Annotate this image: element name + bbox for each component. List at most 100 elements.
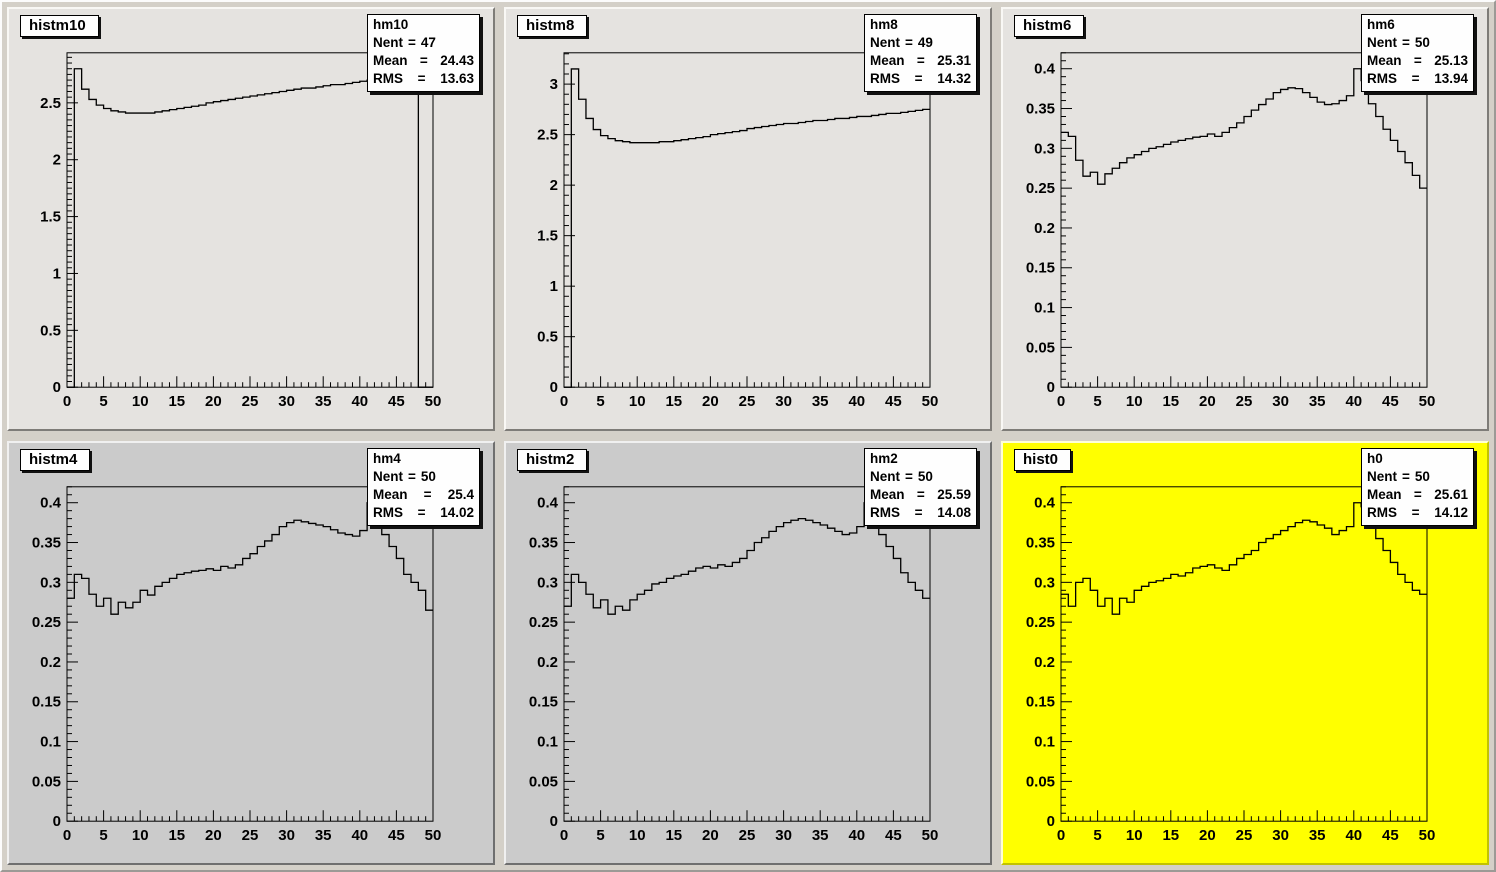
x-tick-label: 0 (560, 393, 568, 410)
x-tick-label: 40 (848, 827, 865, 844)
plot-frame (66, 52, 434, 388)
x-tick-label: 0 (560, 827, 568, 844)
plot-frame (1060, 486, 1428, 822)
equals-sign: = (417, 505, 426, 520)
y-axis: 0 0.05 0.1 0.15 0.2 0.25 0.3 0.35 0.4 (32, 486, 78, 830)
stats-mean-row: Mean = 24.43 (373, 52, 474, 70)
stats-box[interactable]: h0 Nent = 50 Mean = 25.61 RMS = 14.12 (1361, 448, 1474, 526)
y-tick-label: 2 (550, 177, 558, 194)
stats-hist-name: h0 (1367, 451, 1383, 466)
pad-histm6[interactable]: 0 5 10 15 20 25 30 35 40 45 50 0 0.05 0.1 0.15 0.2 0.25 0… (1001, 7, 1489, 431)
x-tick-label: 50 (425, 827, 442, 844)
stats-box[interactable]: hm10 Nent = 47 Mean = 24.43 RMS = 13.63 (367, 14, 480, 92)
x-tick-label: 15 (1162, 827, 1179, 844)
x-tick-label: 30 (1272, 393, 1289, 410)
plot-frame (1060, 52, 1428, 388)
stats-rms-label: RMS (373, 505, 403, 520)
equals-sign: = (423, 487, 432, 502)
x-tick-label: 40 (1345, 827, 1362, 844)
stats-mean-label: Mean (373, 487, 408, 502)
stats-rms-value: 13.94 (1434, 71, 1468, 86)
x-tick-label: 25 (242, 393, 259, 410)
y-tick-label: 1.5 (537, 228, 558, 245)
stats-mean-value: 24.43 (440, 53, 474, 68)
y-tick-label: 0.35 (1026, 101, 1055, 118)
equals-sign: = (1413, 487, 1422, 502)
y-tick-label: 0.4 (1034, 61, 1056, 78)
x-tick-label: 10 (1126, 393, 1143, 410)
y-tick-label: 0.15 (529, 694, 558, 711)
x-axis: 0 5 10 15 20 25 30 35 40 45 50 (560, 376, 938, 410)
histogram-line[interactable] (67, 68, 433, 388)
stats-box[interactable]: hm8 Nent = 49 Mean = 25.31 RMS = 14.32 (864, 14, 977, 92)
y-tick-label: 0.1 (40, 734, 61, 751)
pad-histm8[interactable]: 0 5 10 15 20 25 30 35 40 45 50 0 0.5 1 1.5 2 2.5 3 histm8… (504, 7, 992, 431)
stats-entries-label: Nent (373, 35, 403, 50)
x-tick-label: 15 (1162, 393, 1179, 410)
y-tick-label: 0.3 (537, 574, 558, 591)
x-tick-label: 50 (425, 393, 442, 410)
stats-hist-name: hm6 (1367, 17, 1395, 32)
y-tick-label: 0 (1047, 813, 1055, 830)
stats-box[interactable]: hm4 Nent = 50 Mean = 25.4 RMS = 14.02 (367, 448, 480, 526)
x-tick-label: 50 (1419, 393, 1436, 410)
y-tick-label: 0.3 (1034, 574, 1055, 591)
y-tick-label: 0.15 (1026, 260, 1055, 277)
stats-mean-row: Mean = 25.61 (1367, 486, 1468, 504)
pad-histm2[interactable]: 0 5 10 15 20 25 30 35 40 45 50 0 0.05 0.1 0.15 0.2 0.25 0… (504, 441, 992, 865)
equals-sign: = (1402, 469, 1410, 484)
y-tick-label: 0.5 (40, 322, 61, 339)
pad-title-box[interactable]: hist0 (1014, 449, 1072, 471)
x-tick-label: 50 (1419, 827, 1436, 844)
plot-area[interactable]: 0 5 10 15 20 25 30 35 40 45 5000.050.10.150.20.250… (9, 443, 493, 863)
y-tick-label: 1 (550, 278, 558, 295)
y-axis: 0 0.05 0.1 0.15 0.2 0.25 0.3 0.35 0.4 (1026, 486, 1072, 830)
y-tick-label: 2 (53, 152, 61, 169)
pad-title-box[interactable]: histm6 (1014, 15, 1085, 37)
equals-sign: = (1413, 53, 1422, 68)
plot-area[interactable]: 0 5 10 15 20 25 30 35 40 45 5000.050.10.150.20.250… (506, 443, 990, 863)
x-axis: 0 5 10 15 20 25 30 35 40 45 50 (63, 810, 442, 844)
pad-title: hist0 (1023, 451, 1059, 468)
plot-area[interactable]: 0 5 10 15 20 25 30 35 40 45 5000.050.10.150.20.250… (1003, 443, 1487, 863)
stats-box[interactable]: hm2 Nent = 50 Mean = 25.59 RMS = 14.08 (864, 448, 977, 526)
stats-entries-value: 50 (1414, 469, 1430, 484)
histogram-line[interactable] (564, 68, 930, 388)
y-tick-label: 0.25 (1026, 614, 1055, 631)
stats-rms-row: RMS = 13.94 (1367, 70, 1468, 88)
y-tick-label: 0.15 (1026, 694, 1055, 711)
stats-entries-row: Nent = 50 (1367, 468, 1468, 486)
plot-frame (563, 486, 931, 822)
stats-mean-row: Mean = 25.59 (870, 486, 971, 504)
plot-area[interactable]: 0 5 10 15 20 25 30 35 40 45 5000.050.10.150.20.250… (1003, 9, 1487, 429)
x-tick-label: 0 (63, 827, 71, 844)
stats-entries-row: Nent = 50 (373, 468, 474, 486)
y-tick-label: 0.25 (529, 614, 558, 631)
stats-entries-value: 47 (420, 35, 436, 50)
stats-entries-value: 50 (420, 469, 436, 484)
pad-title-box[interactable]: histm2 (517, 449, 588, 471)
y-tick-label: 0.35 (529, 535, 558, 552)
y-tick-label: 0.05 (529, 773, 558, 790)
y-tick-label: 0.05 (32, 773, 61, 790)
pad-title-box[interactable]: histm10 (20, 15, 99, 37)
stats-rms-label: RMS (1367, 71, 1397, 86)
pad-histm4[interactable]: 0 5 10 15 20 25 30 35 40 45 50 0 0.05 0.1 0.15 0.2 0.25 0… (7, 441, 495, 865)
equals-sign: = (1411, 71, 1420, 86)
plot-area[interactable]: 0 5 10 15 20 25 30 35 40 45 50 0 0.5 1 1.5 2 2.5 3 (506, 9, 990, 429)
stats-rms-value: 14.32 (937, 71, 971, 86)
y-axis: 0 0.5 1 1.5 2 2.5 3 (537, 53, 575, 396)
x-tick-label: 35 (812, 393, 829, 410)
x-tick-label: 0 (63, 393, 71, 410)
x-tick-label: 30 (775, 827, 792, 844)
pad-histm10[interactable]: 0 5 10 15 20 25 30 35 40 45 50 0 0.5 1 1.5 2 2.5 histm10… (7, 7, 495, 431)
stats-rms-row: RMS = 14.12 (1367, 504, 1468, 522)
stats-box[interactable]: hm6 Nent = 50 Mean = 25.13 RMS = 13.94 (1361, 14, 1474, 92)
stats-rms-label: RMS (373, 71, 403, 86)
stats-rms-value: 14.08 (937, 505, 971, 520)
y-tick-label: 0.1 (1034, 734, 1055, 751)
x-tick-label: 30 (775, 393, 792, 410)
pad-title-box[interactable]: histm8 (517, 15, 588, 37)
pad-hist0[interactable]: 0 5 10 15 20 25 30 35 40 45 50 0 0.05 0.1 0.15 0.2 0.25 0… (1001, 441, 1489, 865)
pad-title-box[interactable]: histm4 (20, 449, 91, 471)
